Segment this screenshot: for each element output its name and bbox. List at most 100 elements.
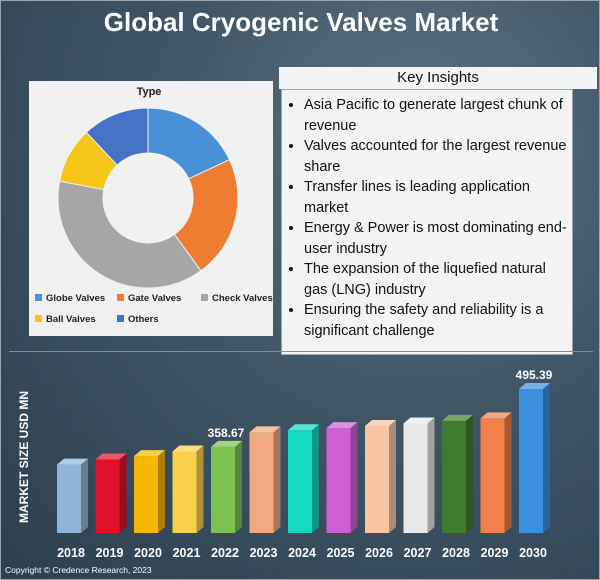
page-title: Global Cryogenic Valves Market [103, 7, 499, 37]
legend-swatch [201, 294, 208, 301]
bar-front [172, 451, 197, 533]
legend-swatch [35, 315, 42, 322]
bar-front [134, 456, 158, 533]
bar-side [504, 412, 512, 533]
bar-2018 [57, 458, 88, 533]
legend-item-ball-valves: Ball Valves [35, 314, 96, 325]
bar-side [543, 382, 550, 533]
data-label-2022: 358.67 [208, 426, 245, 440]
legend-swatch [117, 315, 124, 322]
data-label-2030: 495.39 [516, 368, 553, 382]
legend-label: Ball Valves [46, 314, 96, 325]
insight-item: Transfer lines is leading application ma… [304, 177, 568, 218]
insight-item: Valves accounted for the largest revenue… [304, 136, 568, 177]
bar-front [211, 446, 235, 533]
bar-top [172, 445, 204, 452]
legend-swatch [117, 294, 124, 301]
legend-label: Gate Valves [128, 293, 182, 304]
x-tick-2025: 2025 [327, 546, 355, 560]
bar-2022 [211, 440, 242, 533]
x-tick-2018: 2018 [57, 546, 85, 560]
x-tick-2023: 2023 [250, 546, 278, 560]
insight-item: Asia Pacific to generate largest chunk o… [304, 95, 568, 136]
bar-side [273, 426, 281, 533]
insight-item: The expansion of the liquefied natural g… [304, 259, 568, 300]
donut-title: Type [136, 86, 162, 98]
bar-top [95, 453, 127, 460]
bar-front [57, 464, 81, 533]
x-tick-2030: 2030 [519, 546, 547, 560]
x-tick-2026: 2026 [365, 546, 393, 560]
bar-side [235, 440, 242, 533]
x-tick-2028: 2028 [442, 546, 470, 560]
key-insights-panel: Key Insights Asia Pacific to generate la… [279, 65, 597, 355]
x-tick-2024: 2024 [288, 546, 316, 560]
bar-2024 [288, 424, 319, 533]
bar-front [480, 418, 505, 533]
bar-side [466, 414, 473, 533]
legend-label: Check Valves [212, 293, 273, 304]
bar-side [196, 445, 204, 533]
bar-2023 [249, 426, 281, 533]
x-tick-2020: 2020 [134, 546, 162, 560]
bar-top [365, 420, 396, 427]
legend-swatch [35, 294, 42, 301]
insight-item: Energy & Power is most dominating end-us… [304, 218, 568, 259]
bar-top [211, 440, 242, 447]
x-tick-2021: 2021 [173, 546, 201, 560]
bar-2026 [365, 420, 396, 533]
bar-front [442, 420, 466, 533]
x-tick-2029: 2029 [481, 546, 509, 560]
x-tick-2022: 2022 [211, 546, 239, 560]
x-tick-2019: 2019 [96, 546, 124, 560]
bar-2028 [442, 414, 473, 533]
legend-item-gate-valves: Gate Valves [117, 293, 181, 304]
bar-2025 [326, 422, 358, 533]
insight-item: Ensuring the safety and reliability is a… [304, 300, 568, 341]
donut-slice-check-valves [57, 180, 202, 289]
bar-2029 [480, 412, 512, 533]
bar-top [519, 382, 550, 389]
x-tick-2027: 2027 [404, 546, 432, 560]
bar-side [350, 422, 358, 533]
legend-label: Others [128, 314, 159, 325]
bar-side [81, 458, 88, 533]
bar-side [158, 450, 165, 533]
bar-front [326, 428, 351, 533]
bar-front [249, 432, 274, 533]
bar-front [288, 430, 312, 533]
bar-2021 [172, 445, 204, 533]
bar-2027 [403, 417, 435, 533]
bar-front [519, 388, 543, 533]
bar-front [95, 459, 120, 533]
bar-2020 [134, 450, 165, 533]
copyright-text: Copyright © Credence Research, 2023 [5, 565, 152, 575]
bar-top [403, 417, 435, 424]
legend-item-others: Others [117, 314, 159, 325]
bar-top [134, 450, 165, 457]
bar-top [442, 414, 473, 421]
bar-top [480, 412, 512, 419]
bar-front [365, 426, 389, 533]
donut-slice-others [85, 107, 149, 166]
key-insights-title: Key Insights [279, 67, 597, 89]
donut-chart [57, 107, 239, 289]
bar-top [249, 426, 281, 433]
key-insights-box: Asia Pacific to generate largest chunk o… [281, 89, 573, 355]
bar-2019 [95, 453, 127, 533]
bar-chart: 2018 2019 2020 2021 358.67 2022 2023 2024 2025 20… [57, 368, 553, 560]
legend-item-globe-valves: Globe Valves [35, 293, 105, 304]
bar-top [288, 424, 319, 431]
bar-top [57, 458, 88, 465]
legend-label: Globe Valves [46, 293, 106, 304]
legend-item-check-valves: Check Valves [201, 293, 273, 304]
bar-top [326, 422, 358, 429]
bar-side [389, 420, 396, 533]
bar-side [119, 453, 127, 533]
bar-front [403, 423, 428, 533]
bar-side [427, 417, 435, 533]
bar-2030 [519, 382, 550, 533]
bar-side [312, 424, 319, 533]
insights-list: Asia Pacific to generate largest chunk o… [282, 90, 572, 341]
